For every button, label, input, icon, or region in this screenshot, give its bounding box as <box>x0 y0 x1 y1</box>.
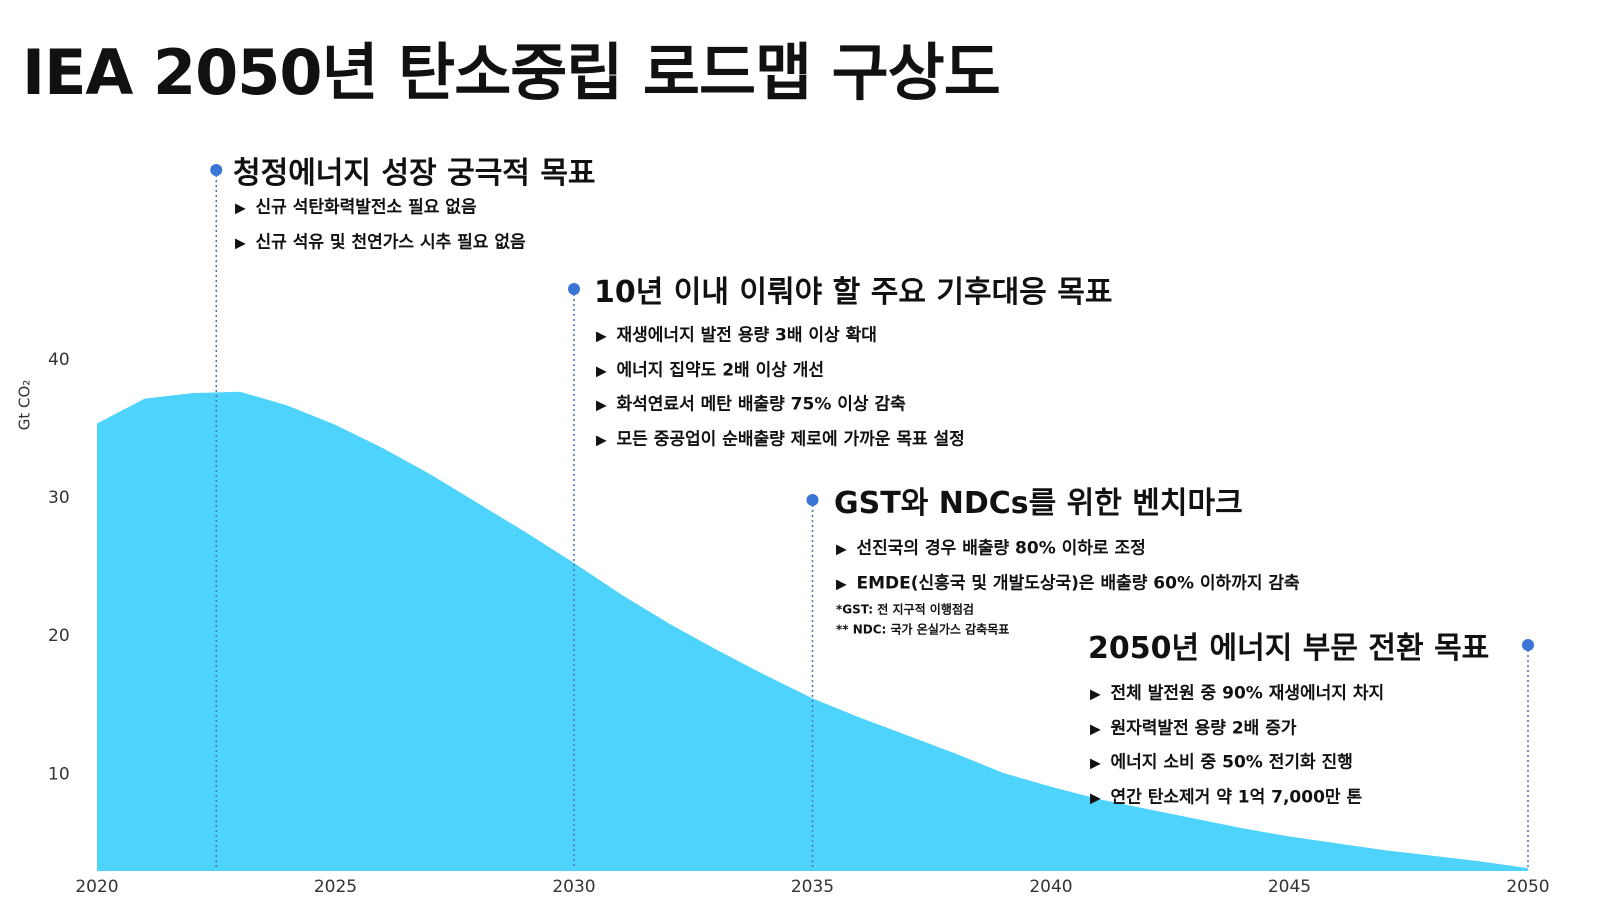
annotation-dot <box>806 494 819 506</box>
annotation-title: 청정에너지 성장 궁극적 목표 <box>233 156 596 191</box>
annotation-item: 에너지 소비 중 50% 전기화 진행 <box>1090 748 1353 773</box>
x-tick-label: 2025 <box>314 877 357 897</box>
y-axis-label: Gt CO₂ <box>16 380 34 431</box>
y-tick-label: 30 <box>48 488 70 508</box>
area <box>97 391 1528 871</box>
annotation-note: *GST: 전 지구적 이행점검 <box>836 602 974 617</box>
annotation-item: 모든 중공업이 순배출량 제로에 가까운 목표 설정 <box>596 424 965 449</box>
annotation-item: 화석연료서 메탄 배출량 75% 이상 감축 <box>596 390 906 415</box>
annotation-title: 10년 이내 이뤄야 할 주요 기후대응 목표 <box>594 275 1113 310</box>
page-title: IEA 2050년 탄소중립 로드맵 구상도 <box>22 36 1001 109</box>
y-tick-label: 20 <box>48 626 70 646</box>
x-tick-label: 2050 <box>1506 877 1549 897</box>
annotation-item: 원자력발전 용량 2배 증가 <box>1090 713 1297 738</box>
annotation-item: 에너지 집약도 2배 이상 개선 <box>596 355 825 380</box>
annotation-item: 전체 발전원 중 90% 재생에너지 차지 <box>1090 679 1385 704</box>
annotation-item: 신규 석유 및 천연가스 시추 필요 없음 <box>235 227 526 252</box>
x-tick-label: 2040 <box>1029 877 1072 897</box>
annotation-item: EMDE(신흥국 및 개발도상국)은 배출량 60% 이하까지 감축 <box>836 568 1300 593</box>
x-tick-label: 2045 <box>1268 877 1311 897</box>
x-tick-label: 2035 <box>791 877 834 897</box>
annotation-dot <box>210 164 223 176</box>
x-tick-label: 2020 <box>75 877 118 897</box>
annotation-item: 재생에너지 발전 용량 3배 이상 확대 <box>596 321 877 346</box>
annotation-title: GST와 NDCs를 위한 벤치마크 <box>834 486 1243 521</box>
x-tick-label: 2030 <box>552 877 595 897</box>
annotation-dot <box>1522 639 1534 651</box>
annotation-title: 2050년 에너지 부문 전환 목표 <box>1088 631 1490 666</box>
annotation-dot <box>568 283 580 295</box>
annotation-item: 신규 석탄화력발전소 필요 없음 <box>235 193 477 218</box>
annotation-item: 연간 탄소제거 약 1억 7,000만 톤 <box>1090 782 1363 807</box>
y-tick-label: 40 <box>48 350 70 370</box>
annotation-item: 선진국의 경우 배출량 80% 이하로 조정 <box>836 534 1146 559</box>
y-tick-label: 10 <box>48 764 70 784</box>
annotation-note: ** NDC: 국가 온실가스 감축목표 <box>836 622 1010 637</box>
